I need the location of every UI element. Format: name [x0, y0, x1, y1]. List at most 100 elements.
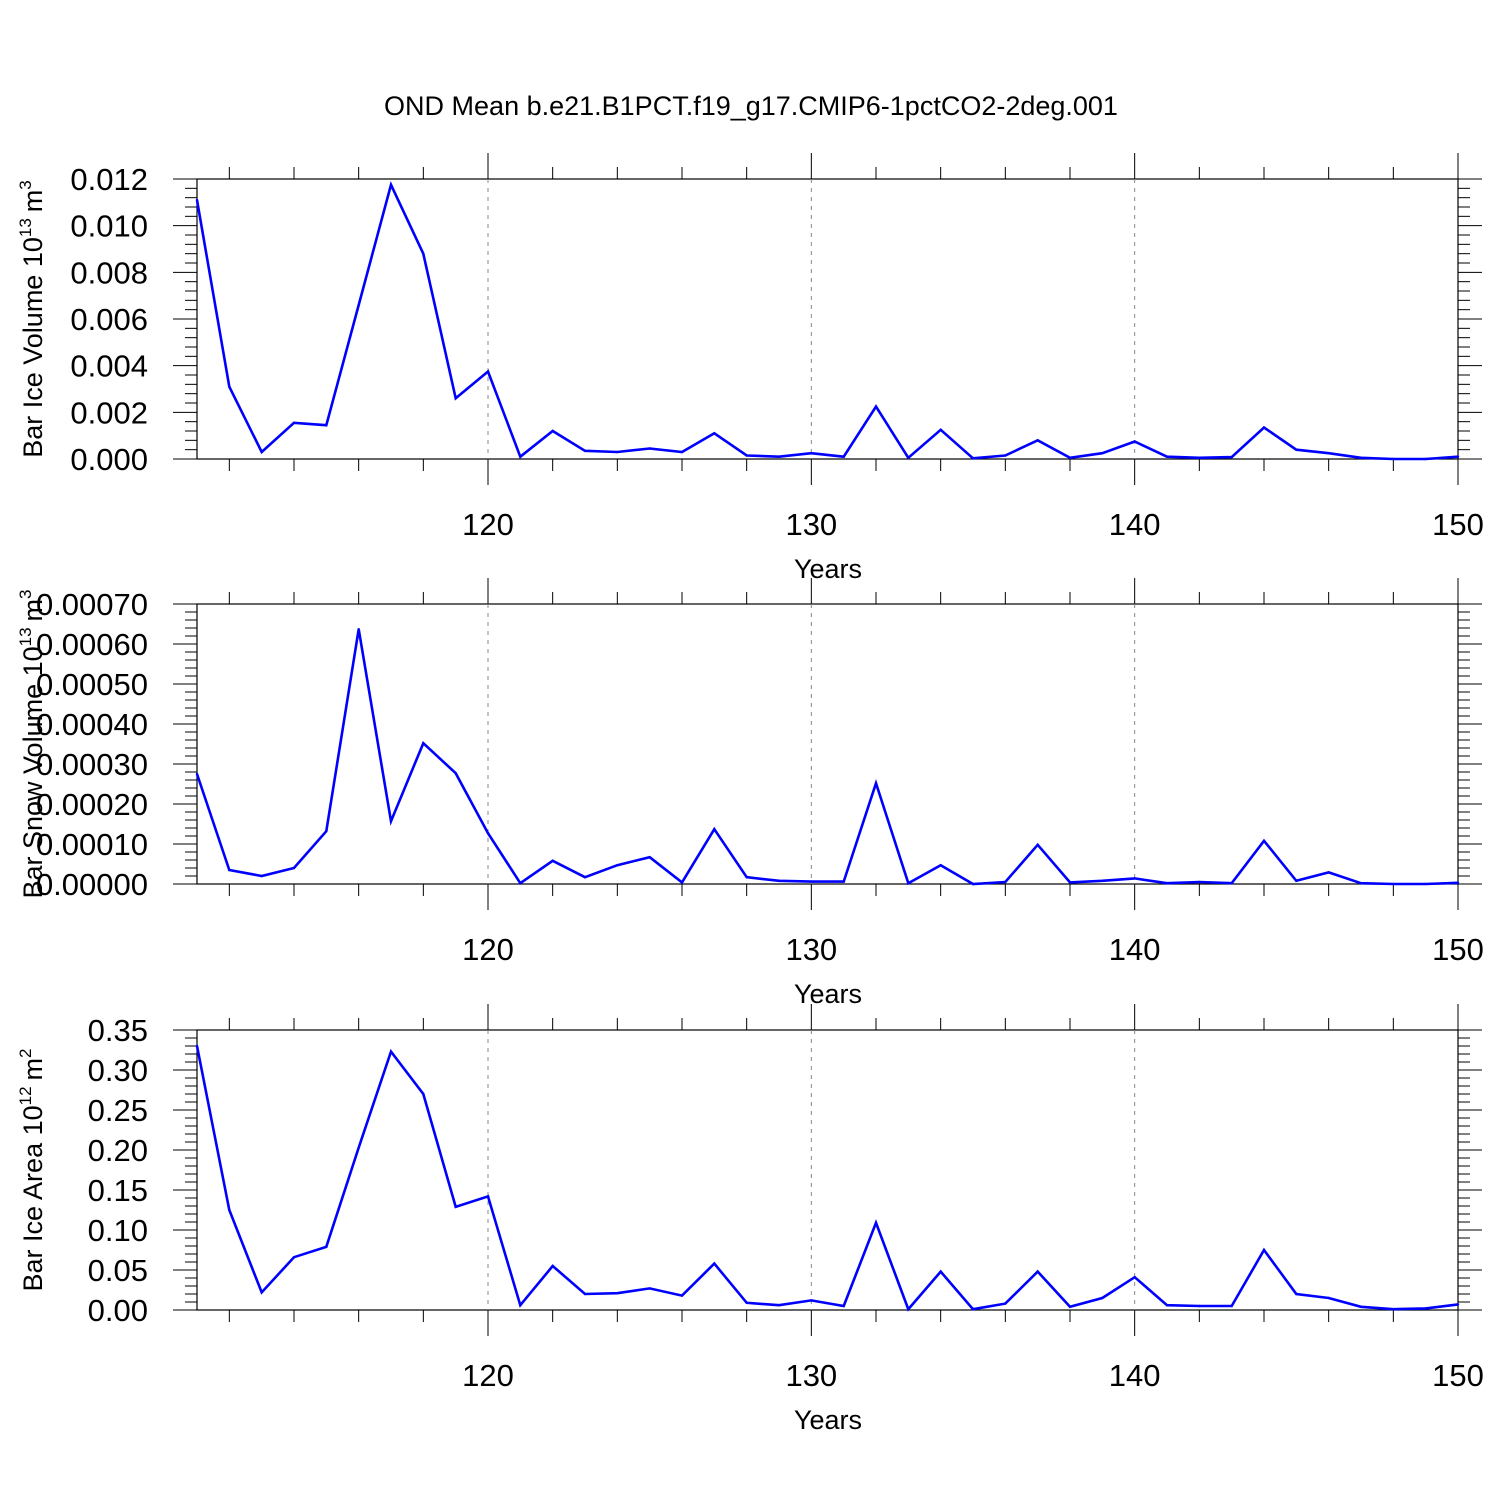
data-point: [1068, 1305, 1072, 1309]
data-point: [907, 882, 910, 885]
data-point: [1295, 879, 1298, 882]
plot-frame: [196, 178, 1459, 460]
data-point: [228, 1208, 231, 1212]
y-tick-label: 0.05: [88, 1253, 148, 1288]
data-point: [389, 1050, 393, 1053]
y-axis-label-exponent: 13: [16, 627, 35, 646]
y-tick-label: 0.010: [70, 209, 148, 244]
x-tick-label: 140: [1109, 507, 1161, 542]
data-point: [325, 424, 328, 427]
data-point: [842, 455, 845, 458]
data-point: [745, 876, 748, 879]
data-point: [1456, 881, 1460, 884]
data-point: [486, 370, 490, 373]
data-point: [745, 1301, 748, 1305]
y-axis-label-text: Bar Snow Volume 10: [18, 646, 48, 898]
y-axis-label: Bar Snow Volume 1013 m3: [16, 589, 48, 898]
y-axis-label-unit-exponent: 3: [16, 589, 35, 598]
y-tick-label: 0.012: [70, 162, 148, 197]
data-point: [1230, 455, 1233, 459]
data-point: [939, 428, 942, 431]
data-point: [454, 1205, 457, 1209]
y-axis-label-unit: m: [18, 599, 48, 622]
x-tick-label: 150: [1432, 1358, 1484, 1393]
data-point: [325, 830, 328, 833]
data-point: [260, 1291, 263, 1294]
x-tick-label: 150: [1432, 507, 1484, 542]
data-point: [1295, 448, 1298, 451]
data-point: [1165, 455, 1169, 458]
data-point: [1004, 1302, 1007, 1305]
y-tick-label: 0.20: [88, 1133, 148, 1168]
x-tick-label: 130: [785, 507, 837, 542]
data-point: [1198, 880, 1201, 884]
panel-1: 120 130 140 150 0.000 0.002 0.004 0.006 0.008 0.0…: [16, 153, 1484, 584]
data-point: [777, 879, 781, 882]
data-point: [1456, 455, 1460, 458]
data-point: [1230, 1304, 1233, 1308]
data-point: [971, 457, 975, 460]
data-point: [1359, 882, 1363, 885]
y-tick-label: 0.15: [88, 1173, 148, 1208]
x-tick-label: 120: [462, 507, 514, 542]
data-point: [1392, 882, 1395, 886]
y-axis-label-unit-exponent: 2: [16, 1048, 35, 1057]
data-point: [1004, 880, 1007, 884]
data-point: [583, 876, 587, 879]
y-axis-label-unit-exponent: 3: [16, 180, 35, 189]
y-axis-label: Bar Ice Volume 1013 m3: [16, 180, 48, 458]
y-axis-label: Bar Ice Area 1012 m2: [16, 1048, 48, 1291]
x-axis-label: Years: [794, 1405, 862, 1435]
data-point: [1004, 454, 1007, 457]
data-point: [389, 820, 393, 823]
data-point: [1456, 1303, 1460, 1306]
y-tick-label: 0.00010: [36, 827, 148, 862]
data-point: [971, 1308, 975, 1311]
y-tick-label: 0.00020: [36, 787, 148, 822]
data-point: [648, 856, 651, 859]
y-tick-label: 0.004: [70, 349, 148, 384]
y-tick-label: 0.00050: [36, 667, 148, 702]
x-tick-label: 150: [1432, 932, 1484, 967]
data-point: [228, 385, 231, 388]
data-point: [195, 198, 199, 202]
data-point: [454, 397, 457, 400]
series-line: [195, 1045, 1459, 1312]
data-point: [1262, 839, 1266, 842]
x-axis-label: Years: [794, 554, 862, 584]
data-point: [389, 183, 393, 186]
x-tick-label: 140: [1109, 932, 1161, 967]
data-point: [357, 628, 360, 631]
y-tick-label: 0.00070: [36, 587, 148, 622]
data-point: [1424, 457, 1427, 461]
data-point: [1133, 440, 1136, 443]
y-tick-label: 0.006: [70, 302, 148, 337]
data-point: [680, 1294, 684, 1297]
data-point: [486, 832, 490, 835]
data-point: [1036, 439, 1039, 442]
y-tick-label: 0.008: [70, 255, 148, 290]
data-point: [1165, 882, 1169, 885]
data-point: [713, 828, 716, 831]
data-point: [422, 1092, 425, 1096]
plot-frame: [196, 1029, 1459, 1311]
data-point: [1165, 1304, 1169, 1307]
x-tick-label: 130: [785, 932, 837, 967]
data-point: [1133, 1276, 1136, 1279]
data-point: [1101, 1296, 1104, 1300]
y-tick-label: 0.00040: [36, 707, 148, 742]
data-point: [874, 1221, 878, 1225]
panel-3: 120 130 140 150 0.00 0.05 0.10 0.15 0.20 0.25 0.30…: [16, 1004, 1484, 1435]
data-point: [422, 252, 425, 255]
y-axis-label-exponent: 13: [16, 218, 35, 237]
data-point: [616, 1292, 619, 1295]
data-point: [971, 882, 975, 886]
data-point: [519, 882, 522, 885]
data-point: [1230, 882, 1233, 885]
data-point: [648, 1287, 651, 1290]
data-point: [1198, 1304, 1201, 1308]
data-point: [260, 874, 263, 878]
data-point: [1359, 456, 1363, 459]
data-point: [842, 1304, 845, 1308]
data-point: [292, 866, 296, 870]
